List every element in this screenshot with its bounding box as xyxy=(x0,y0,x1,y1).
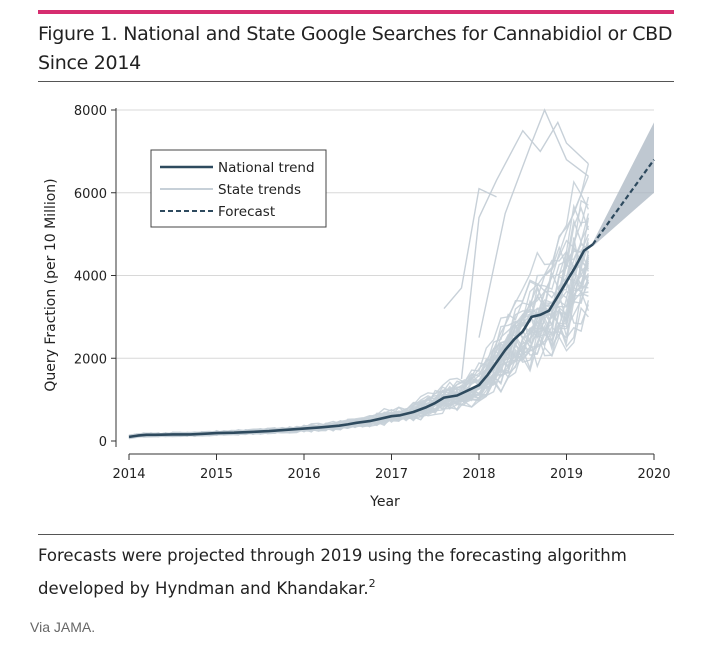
caption-divider xyxy=(38,534,674,535)
legend-forecast-label: Forecast xyxy=(218,204,275,220)
national-trend-line xyxy=(128,243,594,439)
y-tick-label: 8000 xyxy=(74,104,107,119)
state-trend-line xyxy=(128,250,590,439)
state-trend-line xyxy=(443,187,497,310)
state-trend-line xyxy=(128,241,589,437)
y-tick-label: 4000 xyxy=(74,270,107,285)
chart: 0 2000 4000 6000 8000 2014 2015 2016 2017 2018 201… xyxy=(43,104,671,510)
state-trend-line xyxy=(128,196,590,438)
state-trend-line xyxy=(460,120,589,379)
state-trend-line xyxy=(128,290,590,439)
y-axis-label: Query Fraction (per 10 Million) xyxy=(43,178,59,391)
forecast-line xyxy=(591,159,655,246)
y-tick-label: 0 xyxy=(99,435,107,450)
x-tick-label: 2015 xyxy=(200,467,233,482)
x-tick-label: 2016 xyxy=(287,467,320,482)
axes: 0 2000 4000 6000 8000 2014 2015 2016 2017 2018 201… xyxy=(74,104,671,482)
state-trend-line xyxy=(128,242,590,439)
x-tick-label: 2018 xyxy=(462,467,495,482)
x-tick-label: 2020 xyxy=(637,467,670,482)
x-axis-label: Year xyxy=(369,494,400,510)
state-trend-line xyxy=(478,108,589,338)
y-tick-label: 6000 xyxy=(74,187,107,202)
figure-title: Figure 1. National and State Google Sear… xyxy=(38,23,673,74)
caption-footnote: 2 xyxy=(368,577,376,590)
forecast-band-group xyxy=(592,122,654,247)
national-trend-group xyxy=(128,159,655,439)
x-tick-label: 2019 xyxy=(550,467,583,482)
legend-state-label: State trends xyxy=(218,182,301,198)
x-tick-label: 2014 xyxy=(112,467,145,482)
x-tick-label: 2017 xyxy=(375,467,408,482)
forecast-band xyxy=(592,122,654,247)
figure-caption: Forecasts were projected through 2019 us… xyxy=(38,542,674,603)
source-credit: Via JAMA. xyxy=(30,619,96,635)
state-trend-line xyxy=(128,292,589,437)
state-trend-line xyxy=(128,244,590,437)
title-accent-bar xyxy=(38,10,674,14)
y-tick-label: 2000 xyxy=(74,352,107,367)
title-divider xyxy=(38,81,674,82)
state-trend-line xyxy=(129,306,589,438)
caption-text: Forecasts were projected through 2019 us… xyxy=(38,546,627,598)
state-trend-line xyxy=(128,237,590,438)
legend: National trend State trends Forecast xyxy=(150,149,327,228)
state-trend-line xyxy=(128,192,590,439)
state-trend-line xyxy=(128,238,590,440)
legend-national-label: National trend xyxy=(218,160,315,176)
